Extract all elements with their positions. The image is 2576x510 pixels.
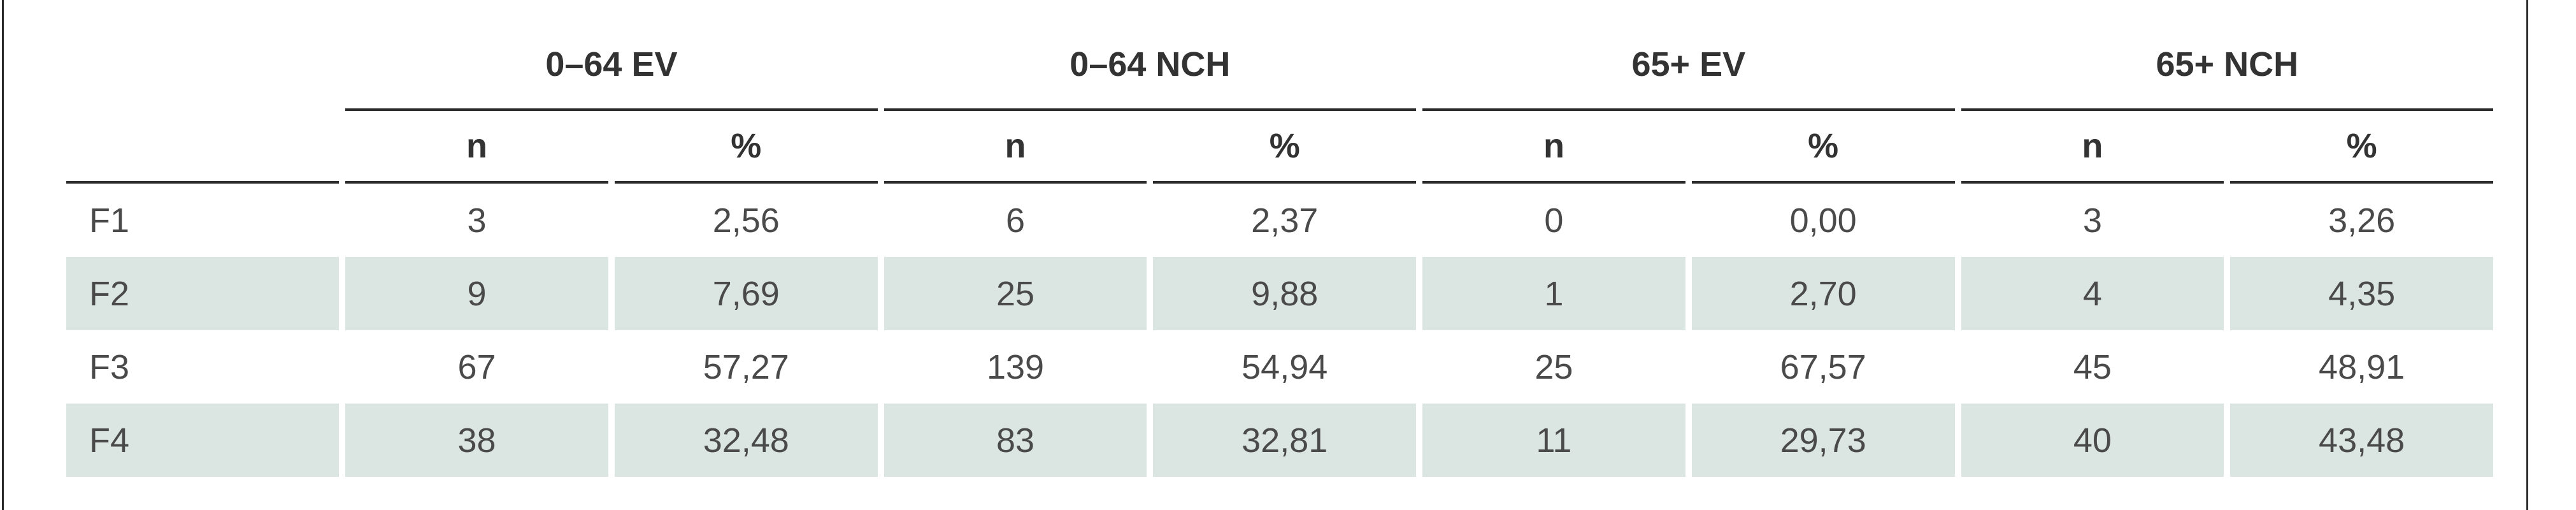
row-label: F4 [66, 404, 340, 477]
table-cell: 40 [1961, 404, 2224, 477]
table-cell: 3,26 [2328, 201, 2396, 240]
column-header: % [614, 111, 878, 184]
column-header: n [1961, 111, 2224, 184]
table-cell: 43,48 [2230, 404, 2493, 477]
table-cell: 67 [457, 347, 496, 386]
table-row: F1 3 2,56 6 2,37 0 0,00 3 3,26 [66, 184, 2493, 257]
table-cell: 32,48 [614, 404, 878, 477]
table-cell: 9,88 [1153, 257, 1417, 330]
group-header: 65+ NCH [1961, 20, 2493, 111]
group-header: 0–64 NCH [884, 20, 1417, 111]
corner-cell [66, 20, 339, 111]
table-cell: 0,00 [1789, 201, 1857, 240]
table-cell: 11 [1422, 404, 1685, 477]
table-cell: 57,27 [703, 347, 789, 386]
column-header: % [2230, 111, 2493, 184]
table-cell: 2,70 [1691, 257, 1955, 330]
column-header: % [1691, 111, 1955, 184]
row-label: F3 [89, 347, 130, 386]
row-label: F2 [66, 257, 340, 330]
table-cell: 48,91 [2319, 347, 2405, 386]
table-row: F4 38 32,48 83 32,81 11 29,73 40 43,48 [66, 404, 2493, 477]
group-header: 0–64 EV [345, 20, 878, 111]
group-header-row: 0–64 EV 0–64 NCH 65+ EV 65+ NCH [66, 20, 2493, 111]
table-row: F2 9 7,69 25 9,88 1 2,70 4 4,35 [66, 257, 2493, 330]
table-cell: 9 [345, 257, 608, 330]
column-header: n [345, 111, 608, 184]
table-cell: 54,94 [1241, 347, 1328, 386]
table-cell: 3 [2082, 201, 2102, 240]
group-header: 65+ EV [1422, 20, 1955, 111]
table-cell: 4,35 [2230, 257, 2493, 330]
table-cell: 25 [1535, 347, 1573, 386]
table-cell: 7,69 [614, 257, 878, 330]
table-cell: 3 [467, 201, 487, 240]
table-cell: 29,73 [1691, 404, 1955, 477]
table-cell: 0 [1544, 201, 1564, 240]
table-cell: 32,81 [1153, 404, 1417, 477]
table-row: F3 67 57,27 139 54,94 25 67,57 45 48,91 [66, 330, 2493, 404]
table-cell: 38 [345, 404, 608, 477]
table-cell: 25 [884, 257, 1147, 330]
column-header: n [1422, 111, 1685, 184]
sub-header-row: n % n % n % n % [66, 111, 2493, 184]
table-cell: 67,57 [1780, 347, 1866, 386]
table-cell: 6 [1005, 201, 1026, 240]
row-label-header [66, 111, 340, 184]
column-header: n [884, 111, 1147, 184]
table-cell: 139 [986, 347, 1045, 386]
table-cell: 83 [884, 404, 1147, 477]
table-cell: 4 [1961, 257, 2224, 330]
table-cell: 2,37 [1251, 201, 1319, 240]
table-cell: 45 [2073, 347, 2112, 386]
row-label: F1 [89, 201, 130, 240]
table-cell: 1 [1422, 257, 1685, 330]
table-cell: 2,56 [712, 201, 780, 240]
column-header: % [1153, 111, 1417, 184]
data-table: 0–64 EV 0–64 NCH 65+ EV 65+ NCH n % n % … [60, 20, 2500, 477]
